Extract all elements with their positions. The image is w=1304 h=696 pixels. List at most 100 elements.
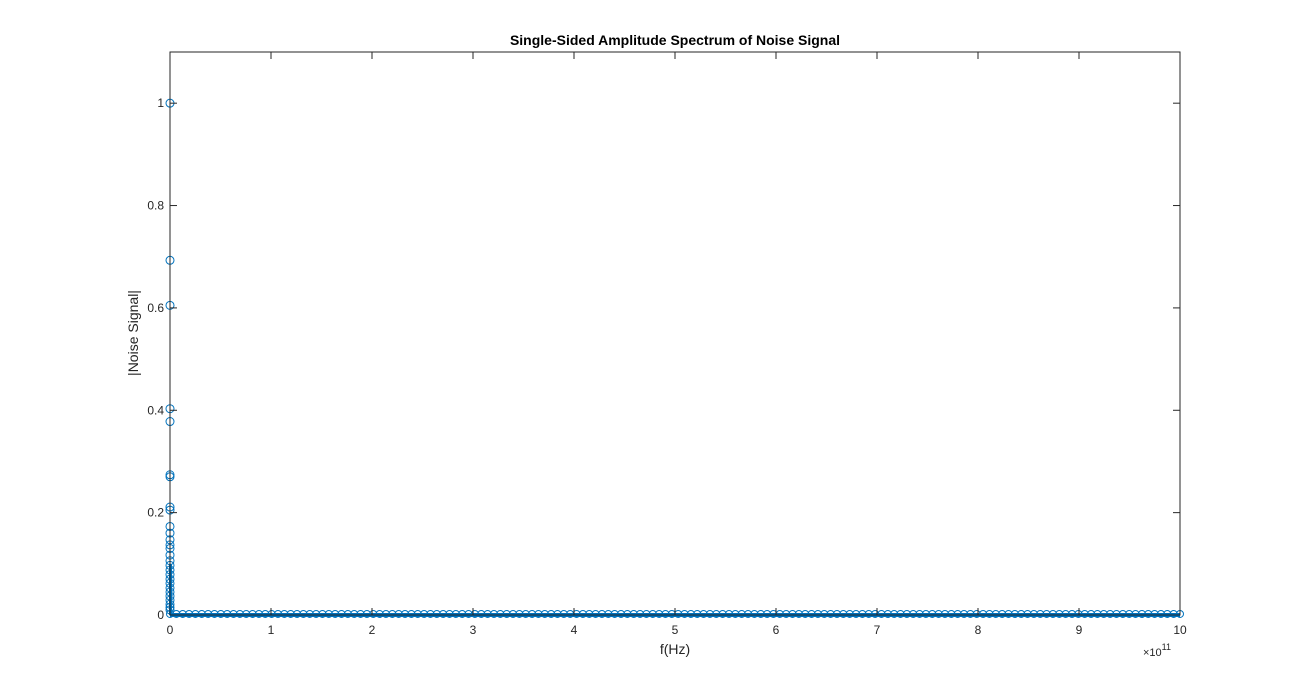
floor-marker bbox=[1137, 609, 1146, 618]
floor-marker bbox=[426, 609, 435, 618]
floor-marker bbox=[483, 609, 492, 618]
floor-marker bbox=[464, 609, 473, 618]
floor-marker bbox=[286, 609, 295, 618]
floor-marker bbox=[1055, 609, 1064, 618]
floor-marker bbox=[210, 609, 219, 618]
floor-marker bbox=[204, 609, 213, 618]
floor-marker bbox=[502, 609, 511, 618]
floor-marker bbox=[432, 609, 441, 618]
floor-marker bbox=[401, 609, 410, 618]
floor-marker bbox=[1029, 609, 1038, 618]
floor-marker bbox=[832, 609, 841, 618]
floor-marker bbox=[559, 609, 568, 618]
floor-marker bbox=[979, 609, 988, 618]
floor-marker bbox=[648, 609, 657, 618]
y-tick-label: 0 bbox=[157, 608, 164, 622]
floor-marker bbox=[547, 609, 556, 618]
floor-marker bbox=[439, 609, 448, 618]
x-tick-label: 5 bbox=[672, 623, 679, 637]
floor-marker bbox=[293, 609, 302, 618]
floor-marker bbox=[807, 609, 816, 618]
floor-marker bbox=[845, 609, 854, 618]
y-tick-label: 0.2 bbox=[147, 506, 164, 520]
floor-marker bbox=[489, 609, 498, 618]
x-multiplier-base: ×10 bbox=[1143, 647, 1162, 659]
floor-marker bbox=[998, 609, 1007, 618]
floor-marker bbox=[940, 609, 949, 618]
floor-marker bbox=[896, 609, 905, 618]
floor-marker bbox=[451, 609, 460, 618]
x-axis-multiplier: ×1011 bbox=[1143, 642, 1171, 659]
floor-marker bbox=[331, 609, 340, 618]
floor-marker bbox=[966, 609, 975, 618]
floor-marker bbox=[477, 609, 486, 618]
floor-marker bbox=[705, 609, 714, 618]
floor-marker bbox=[458, 609, 467, 618]
y-ticks: 0 0.2 0.4 0.6 0.8 1 bbox=[147, 96, 1180, 622]
floor-marker bbox=[1112, 609, 1121, 618]
floor-marker bbox=[642, 609, 651, 618]
floor-marker bbox=[318, 609, 327, 618]
floor-marker bbox=[591, 609, 600, 618]
floor-marker bbox=[261, 609, 270, 618]
x-multiplier-exponent: 11 bbox=[1162, 642, 1171, 652]
floor-marker bbox=[1004, 609, 1013, 618]
x-axis-label: f(Hz) bbox=[660, 641, 690, 657]
floor-marker bbox=[343, 609, 352, 618]
floor-marker bbox=[185, 609, 194, 618]
floor-marker bbox=[839, 609, 848, 618]
floor-marker bbox=[369, 609, 378, 618]
floor-marker bbox=[1156, 609, 1165, 618]
floor-marker bbox=[871, 609, 880, 618]
floor-marker bbox=[496, 609, 505, 618]
floor-marker bbox=[1068, 609, 1077, 618]
floor-marker bbox=[1023, 609, 1032, 618]
floor-marker bbox=[1036, 609, 1045, 618]
floor-marker bbox=[362, 609, 371, 618]
floor-marker bbox=[731, 609, 740, 618]
floor-marker bbox=[1087, 609, 1096, 618]
floor-marker bbox=[788, 609, 797, 618]
floor-marker bbox=[394, 609, 403, 618]
floor-marker bbox=[1061, 609, 1070, 618]
floor-marker bbox=[864, 609, 873, 618]
floor-marker bbox=[407, 609, 416, 618]
floor-marker bbox=[782, 609, 791, 618]
floor-marker bbox=[756, 609, 765, 618]
floor-marker bbox=[877, 609, 886, 618]
floor-marker bbox=[578, 609, 587, 618]
y-tick-label: 0.4 bbox=[147, 403, 164, 417]
floor-marker bbox=[305, 609, 314, 618]
floor-marker bbox=[883, 609, 892, 618]
floor-marker bbox=[909, 609, 918, 618]
floor-marker bbox=[629, 609, 638, 618]
floor-marker bbox=[1010, 609, 1019, 618]
floor-marker bbox=[972, 609, 981, 618]
floor-marker bbox=[248, 609, 257, 618]
floor-marker bbox=[1080, 609, 1089, 618]
floor-marker bbox=[324, 609, 333, 618]
x-ticks: 0 1 2 3 4 5 6 7 8 9 10 bbox=[167, 52, 1187, 637]
x-tick-label: 1 bbox=[268, 623, 275, 637]
y-tick-label: 0.6 bbox=[147, 301, 164, 315]
floor-marker bbox=[902, 609, 911, 618]
floor-marker bbox=[915, 609, 924, 618]
floor-marker bbox=[921, 609, 930, 618]
floor-marker bbox=[191, 609, 200, 618]
floor-marker bbox=[661, 609, 670, 618]
floor-marker bbox=[794, 609, 803, 618]
chart-title: Single-Sided Amplitude Spectrum of Noise… bbox=[510, 32, 840, 48]
floor-marker bbox=[801, 609, 810, 618]
floor-marker bbox=[737, 609, 746, 618]
floor-marker bbox=[953, 609, 962, 618]
floor-marker bbox=[712, 609, 721, 618]
x-tick-label: 9 bbox=[1076, 623, 1083, 637]
x-tick-label: 3 bbox=[470, 623, 477, 637]
floor-marker bbox=[1106, 609, 1115, 618]
floor-marker bbox=[229, 609, 238, 618]
y-tick-label: 1 bbox=[157, 96, 164, 110]
floor-marker bbox=[985, 609, 994, 618]
floor-marker bbox=[610, 609, 619, 618]
floor-marker bbox=[1042, 609, 1051, 618]
